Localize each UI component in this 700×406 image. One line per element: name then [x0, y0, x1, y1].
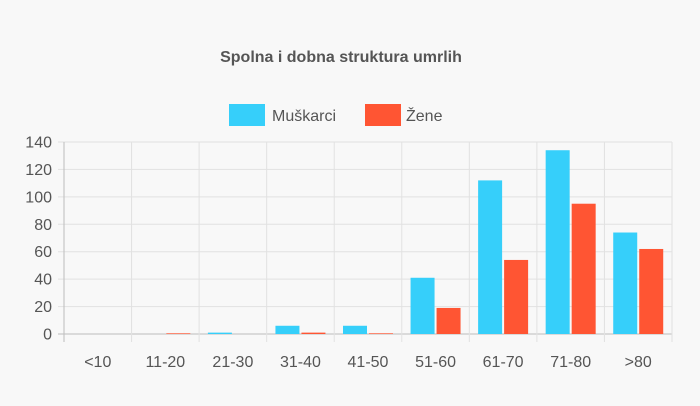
bar-muskarci [613, 232, 638, 334]
bar-muskarci [275, 325, 300, 334]
x-tick-label: 41-50 [348, 354, 389, 371]
y-tick-label: 100 [25, 189, 52, 206]
bars [166, 150, 664, 334]
bar-zene [166, 333, 191, 334]
legend-swatch[interactable] [229, 104, 265, 126]
chart-title: Spolna i dobna struktura umrlih [220, 49, 462, 66]
legend-label[interactable]: Žene [406, 106, 443, 125]
bar-zene [301, 332, 326, 334]
bar-zene [436, 307, 461, 334]
bar-muskarci [545, 150, 570, 334]
x-tick-label: 11-20 [145, 354, 185, 371]
y-tick-label: 20 [34, 299, 52, 316]
x-tick-label: 21-30 [212, 354, 253, 371]
y-tick-label: 80 [34, 217, 52, 234]
y-axis-ticks: 0 20 40 60 80 100 120 140 [25, 135, 52, 344]
x-tick-label: >80 [625, 354, 652, 371]
x-tick-label: 71-80 [550, 354, 591, 371]
y-tick-label: 40 [34, 272, 52, 289]
y-tick-label: 60 [34, 244, 52, 261]
legend-swatch[interactable] [365, 104, 401, 126]
x-axis-ticks: <10 11-20 21-30 31-40 41-50 51-60 61-70 71-80 >8… [84, 354, 652, 371]
bar-muskarci [343, 325, 367, 334]
bar-muskarci [410, 277, 435, 334]
y-tick-label: 120 [25, 162, 52, 179]
legend-label[interactable]: Muškarci [272, 108, 336, 125]
bar-zene [369, 333, 393, 334]
x-tick-label: 51-60 [415, 354, 456, 371]
bar-muskarci [207, 332, 232, 334]
bar-muskarci [478, 180, 503, 334]
grid-lines [58, 141, 673, 342]
bar-zene [571, 203, 596, 334]
bar-zene [639, 248, 664, 334]
bar-zene [504, 259, 529, 334]
y-tick-label: 0 [43, 327, 52, 344]
y-tick-label: 140 [25, 135, 52, 152]
x-tick-label: 61-70 [483, 354, 524, 371]
x-tick-label: 31-40 [280, 354, 321, 371]
legend: Muškarci Žene [229, 104, 443, 126]
x-tick-label: <10 [84, 354, 111, 371]
